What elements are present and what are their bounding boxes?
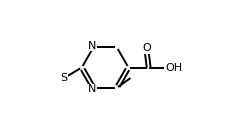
Text: N: N [87, 41, 96, 51]
Text: N: N [87, 84, 96, 94]
Text: OH: OH [164, 63, 182, 73]
Text: S: S [60, 73, 67, 83]
Text: O: O [142, 43, 150, 53]
